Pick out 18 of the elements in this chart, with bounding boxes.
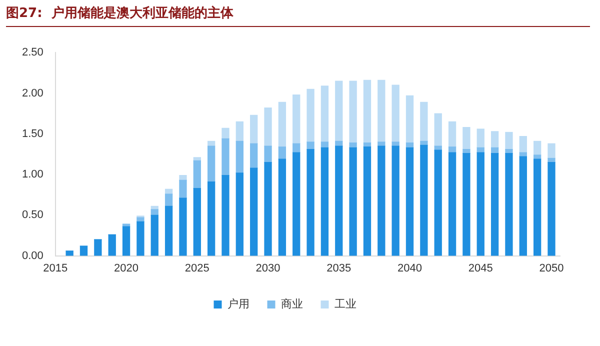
y-tick-label: 0.50 xyxy=(22,209,44,222)
chart-title: 图27: 户用储能是澳大利亚储能的主体 xyxy=(6,4,590,27)
x-tick-label: 2015 xyxy=(43,262,68,274)
y-tick-label: 1.50 xyxy=(22,128,44,140)
x-tick-label: 2030 xyxy=(256,262,280,274)
x-tick-label: 2035 xyxy=(326,262,352,274)
y-tick-label: 2.50 xyxy=(22,46,44,59)
y-tick-label: 0.00 xyxy=(22,250,44,262)
y-tick-label: 2.00 xyxy=(22,87,44,100)
x-tick-label: 2045 xyxy=(468,262,493,274)
legend-label: 户用 xyxy=(227,297,250,310)
legend-label: 工业 xyxy=(334,297,356,310)
x-tick-label: 2025 xyxy=(184,262,210,274)
x-tick-label: 2040 xyxy=(398,262,422,274)
x-tick-label: 2050 xyxy=(539,262,564,274)
x-tick-label: 2020 xyxy=(114,262,139,274)
legend-label: 商业 xyxy=(280,297,303,310)
y-tick-label: 1.00 xyxy=(22,168,44,181)
